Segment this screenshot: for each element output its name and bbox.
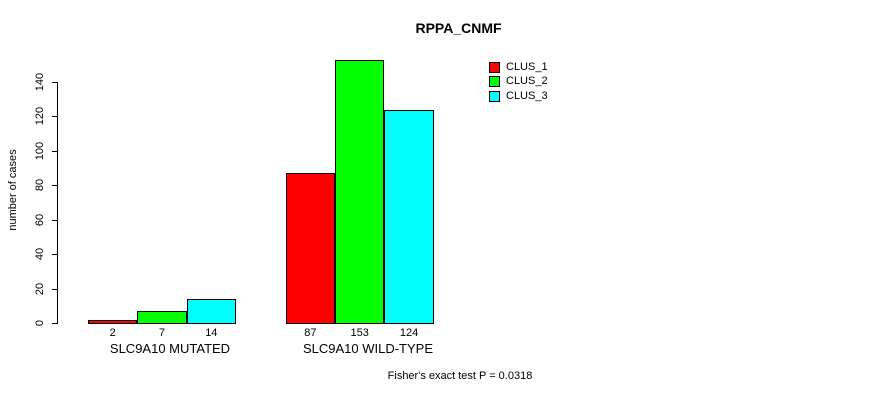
- bar-clus_3-mutated: [186, 298, 236, 324]
- y-axis-tick: [52, 116, 57, 118]
- bar-clus_2-mutated: [137, 310, 187, 324]
- legend-label-clus3: CLUS_3: [506, 89, 548, 102]
- x-category-label: SLC9A10 MUTATED: [109, 341, 231, 356]
- legend-swatch-clus1-icon: [489, 62, 500, 73]
- y-axis-label: number of cases: [7, 149, 19, 231]
- y-axis-tick-label: 60: [34, 213, 46, 226]
- y-axis-tick: [52, 150, 57, 152]
- y-axis-tick: [52, 185, 57, 187]
- bar-clus_1-wildtype: [285, 173, 336, 324]
- bar-clus_3-wildtype: [384, 109, 434, 324]
- y-axis-tick-label: 40: [34, 248, 46, 261]
- y-axis-tick: [52, 254, 57, 256]
- bar-value-label: 14: [205, 327, 218, 339]
- y-axis-tick-label: 80: [34, 179, 46, 192]
- bar-value-label: 124: [399, 327, 419, 339]
- y-axis-tick-label: 120: [34, 107, 46, 126]
- bar-clus_1-mutated: [88, 319, 138, 324]
- legend-item-clus3: CLUS_3: [489, 89, 548, 102]
- y-axis-tick: [52, 219, 57, 221]
- legend-label-clus2: CLUS_2: [506, 75, 548, 88]
- y-axis-tick: [52, 288, 57, 290]
- bar-value-label: 7: [158, 327, 166, 339]
- fisher-test-annotation: Fisher's exact test P = 0.0318: [387, 370, 533, 382]
- x-category-label: SLC9A10 WILD-TYPE: [302, 341, 434, 356]
- legend-swatch-clus2-icon: [489, 76, 500, 88]
- legend-item-clus2: CLUS_2: [489, 75, 548, 88]
- y-axis-tick-label: 0: [34, 319, 46, 327]
- legend: CLUS_1 CLUS_2 CLUS_3: [489, 62, 548, 105]
- bar-value-label: 153: [350, 327, 369, 339]
- y-axis-line: [57, 82, 58, 324]
- bar-clus_2-wildtype: [335, 59, 385, 324]
- legend-item-clus1: CLUS_1: [489, 62, 548, 73]
- legend-label-clus1: CLUS_1: [506, 61, 548, 73]
- bar-value-label: 87: [304, 327, 317, 339]
- y-axis-tick-label: 20: [34, 282, 46, 295]
- bar-value-label: 2: [109, 327, 116, 339]
- y-axis-tick-label: 140: [34, 72, 46, 92]
- y-axis-tick-label: 100: [34, 141, 46, 161]
- y-axis-tick: [52, 323, 57, 324]
- y-axis-tick: [52, 82, 57, 83]
- legend-swatch-clus3-icon: [489, 90, 500, 102]
- chart-title: RPPA_CNMF: [415, 20, 502, 36]
